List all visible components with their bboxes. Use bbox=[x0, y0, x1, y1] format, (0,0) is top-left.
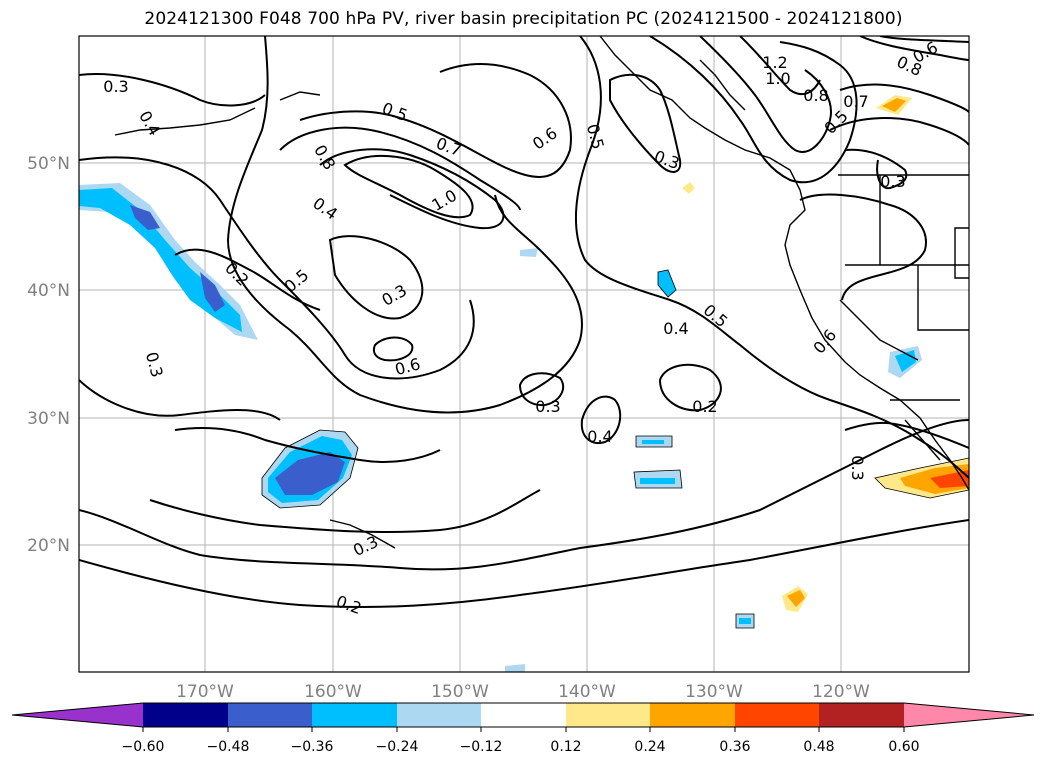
contour-label: 1.0 bbox=[765, 69, 790, 88]
contour-label: 0.3 bbox=[848, 455, 867, 480]
colorbar-segment bbox=[228, 703, 312, 727]
colorbar-extend-high bbox=[904, 703, 1034, 727]
colorbar-tick-label: 0.48 bbox=[803, 739, 834, 755]
colorbar-extend-low bbox=[12, 703, 143, 727]
contour-label: 0.4 bbox=[663, 319, 688, 338]
lon-label: 170°W bbox=[176, 682, 234, 702]
lon-label: 120°W bbox=[812, 682, 870, 702]
precip-positive-fills bbox=[682, 95, 969, 612]
lon-label: 140°W bbox=[558, 682, 616, 702]
contour-label: 0.3 bbox=[103, 77, 128, 96]
contour-label: 0.7 bbox=[843, 92, 868, 111]
fill-outlines bbox=[261, 269, 969, 629]
colorbar-segment bbox=[566, 703, 650, 727]
colorbar-tick-label: −0.48 bbox=[207, 739, 250, 755]
colorbar-segment bbox=[735, 703, 819, 727]
colorbar-tick-label: 0.12 bbox=[550, 739, 581, 755]
map-border bbox=[78, 35, 970, 673]
longitude-labels: 170°W 160°W 150°W 140°W 130°W 120°W bbox=[176, 682, 870, 702]
lat-label: 50°N bbox=[27, 154, 70, 174]
lat-label: 20°N bbox=[27, 536, 70, 556]
lon-label: 160°W bbox=[304, 682, 362, 702]
colorbar-tick-label: 0.60 bbox=[888, 739, 919, 755]
contour-label: 0.4 bbox=[587, 427, 612, 446]
colorbar-tick-label: −0.24 bbox=[376, 739, 419, 755]
colorbar-tick-label: −0.12 bbox=[460, 739, 503, 755]
lon-label: 150°W bbox=[431, 682, 489, 702]
colorbar-tick-label: 0.36 bbox=[719, 739, 750, 755]
colorbar-segment bbox=[481, 703, 566, 727]
lat-label: 40°N bbox=[27, 281, 70, 301]
contour-label: 0.3 bbox=[880, 172, 905, 191]
contour-label: 0.8 bbox=[803, 86, 828, 105]
lat-label: 30°N bbox=[27, 409, 70, 429]
contour-label: 1.2 bbox=[762, 53, 787, 72]
colorbar-segment bbox=[143, 703, 228, 727]
colorbar-tick-label: −0.60 bbox=[122, 739, 165, 755]
map-title: 2024121300 F048 700 hPa PV, river basin … bbox=[144, 9, 903, 29]
colorbar-segment bbox=[650, 703, 735, 727]
coastlines bbox=[114, 36, 969, 549]
contour-label: 0.2 bbox=[692, 397, 717, 416]
colorbar-segment bbox=[819, 703, 904, 727]
colorbar: −0.60 −0.48 −0.36 −0.24 −0.12 0.12 0.24 … bbox=[11, 702, 1035, 755]
colorbar-tick-label: 0.24 bbox=[634, 739, 665, 755]
pv-contours bbox=[79, 36, 969, 608]
colorbar-tick-label: −0.36 bbox=[291, 739, 334, 755]
latitude-labels: 50°N 40°N 30°N 20°N bbox=[27, 154, 70, 556]
lon-label: 130°W bbox=[685, 682, 743, 702]
colorbar-segment bbox=[397, 703, 481, 727]
contour-label: 0.3 bbox=[535, 397, 560, 416]
colorbar-segment bbox=[312, 703, 397, 727]
